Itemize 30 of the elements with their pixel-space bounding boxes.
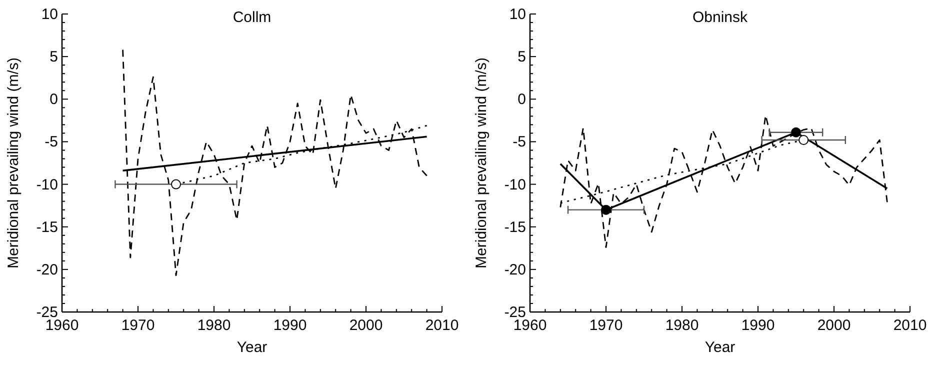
x-tick-label: 1980 xyxy=(665,317,699,334)
x-tick-label: 1990 xyxy=(741,317,775,334)
chart-title: Collm xyxy=(232,9,272,26)
y-tick-label: 5 xyxy=(518,48,526,66)
x-tick-label: 2000 xyxy=(349,317,383,334)
y-tick-label: -15 xyxy=(504,218,526,236)
y-tick-label: -5 xyxy=(44,134,58,151)
chart-title: Obninsk xyxy=(692,9,748,26)
x-tick-label: 1970 xyxy=(589,317,623,334)
y-tick-label: 10 xyxy=(509,6,526,23)
x-tick-label: 1980 xyxy=(197,317,231,334)
x-tick-label: 1990 xyxy=(273,317,307,334)
y-tick-label: 10 xyxy=(41,6,58,23)
x-tick-label: 2000 xyxy=(817,317,851,334)
y-tick-label: 0 xyxy=(50,91,58,108)
x-axis-title: Year xyxy=(236,339,268,356)
y-axis-title: Meridional prevailing wind (m/s) xyxy=(473,58,490,268)
y-axis-title: Meridional prevailing wind (m/s) xyxy=(5,58,22,268)
y-tick-label: -20 xyxy=(504,261,526,278)
y-tick-label: -20 xyxy=(36,261,58,278)
x-tick-label: 2010 xyxy=(893,317,927,334)
x-tick-label: 1970 xyxy=(121,317,155,334)
x-axis-title: Year xyxy=(704,339,736,356)
y-tick-label: 0 xyxy=(518,91,526,108)
y-tick-label: 5 xyxy=(50,48,58,66)
y-tick-label: -10 xyxy=(36,176,58,194)
x-tick-label: 2010 xyxy=(425,317,459,334)
y-tick-label: -5 xyxy=(512,134,526,151)
y-tick-label: -15 xyxy=(36,218,58,236)
y-tick-label: -10 xyxy=(504,176,526,194)
